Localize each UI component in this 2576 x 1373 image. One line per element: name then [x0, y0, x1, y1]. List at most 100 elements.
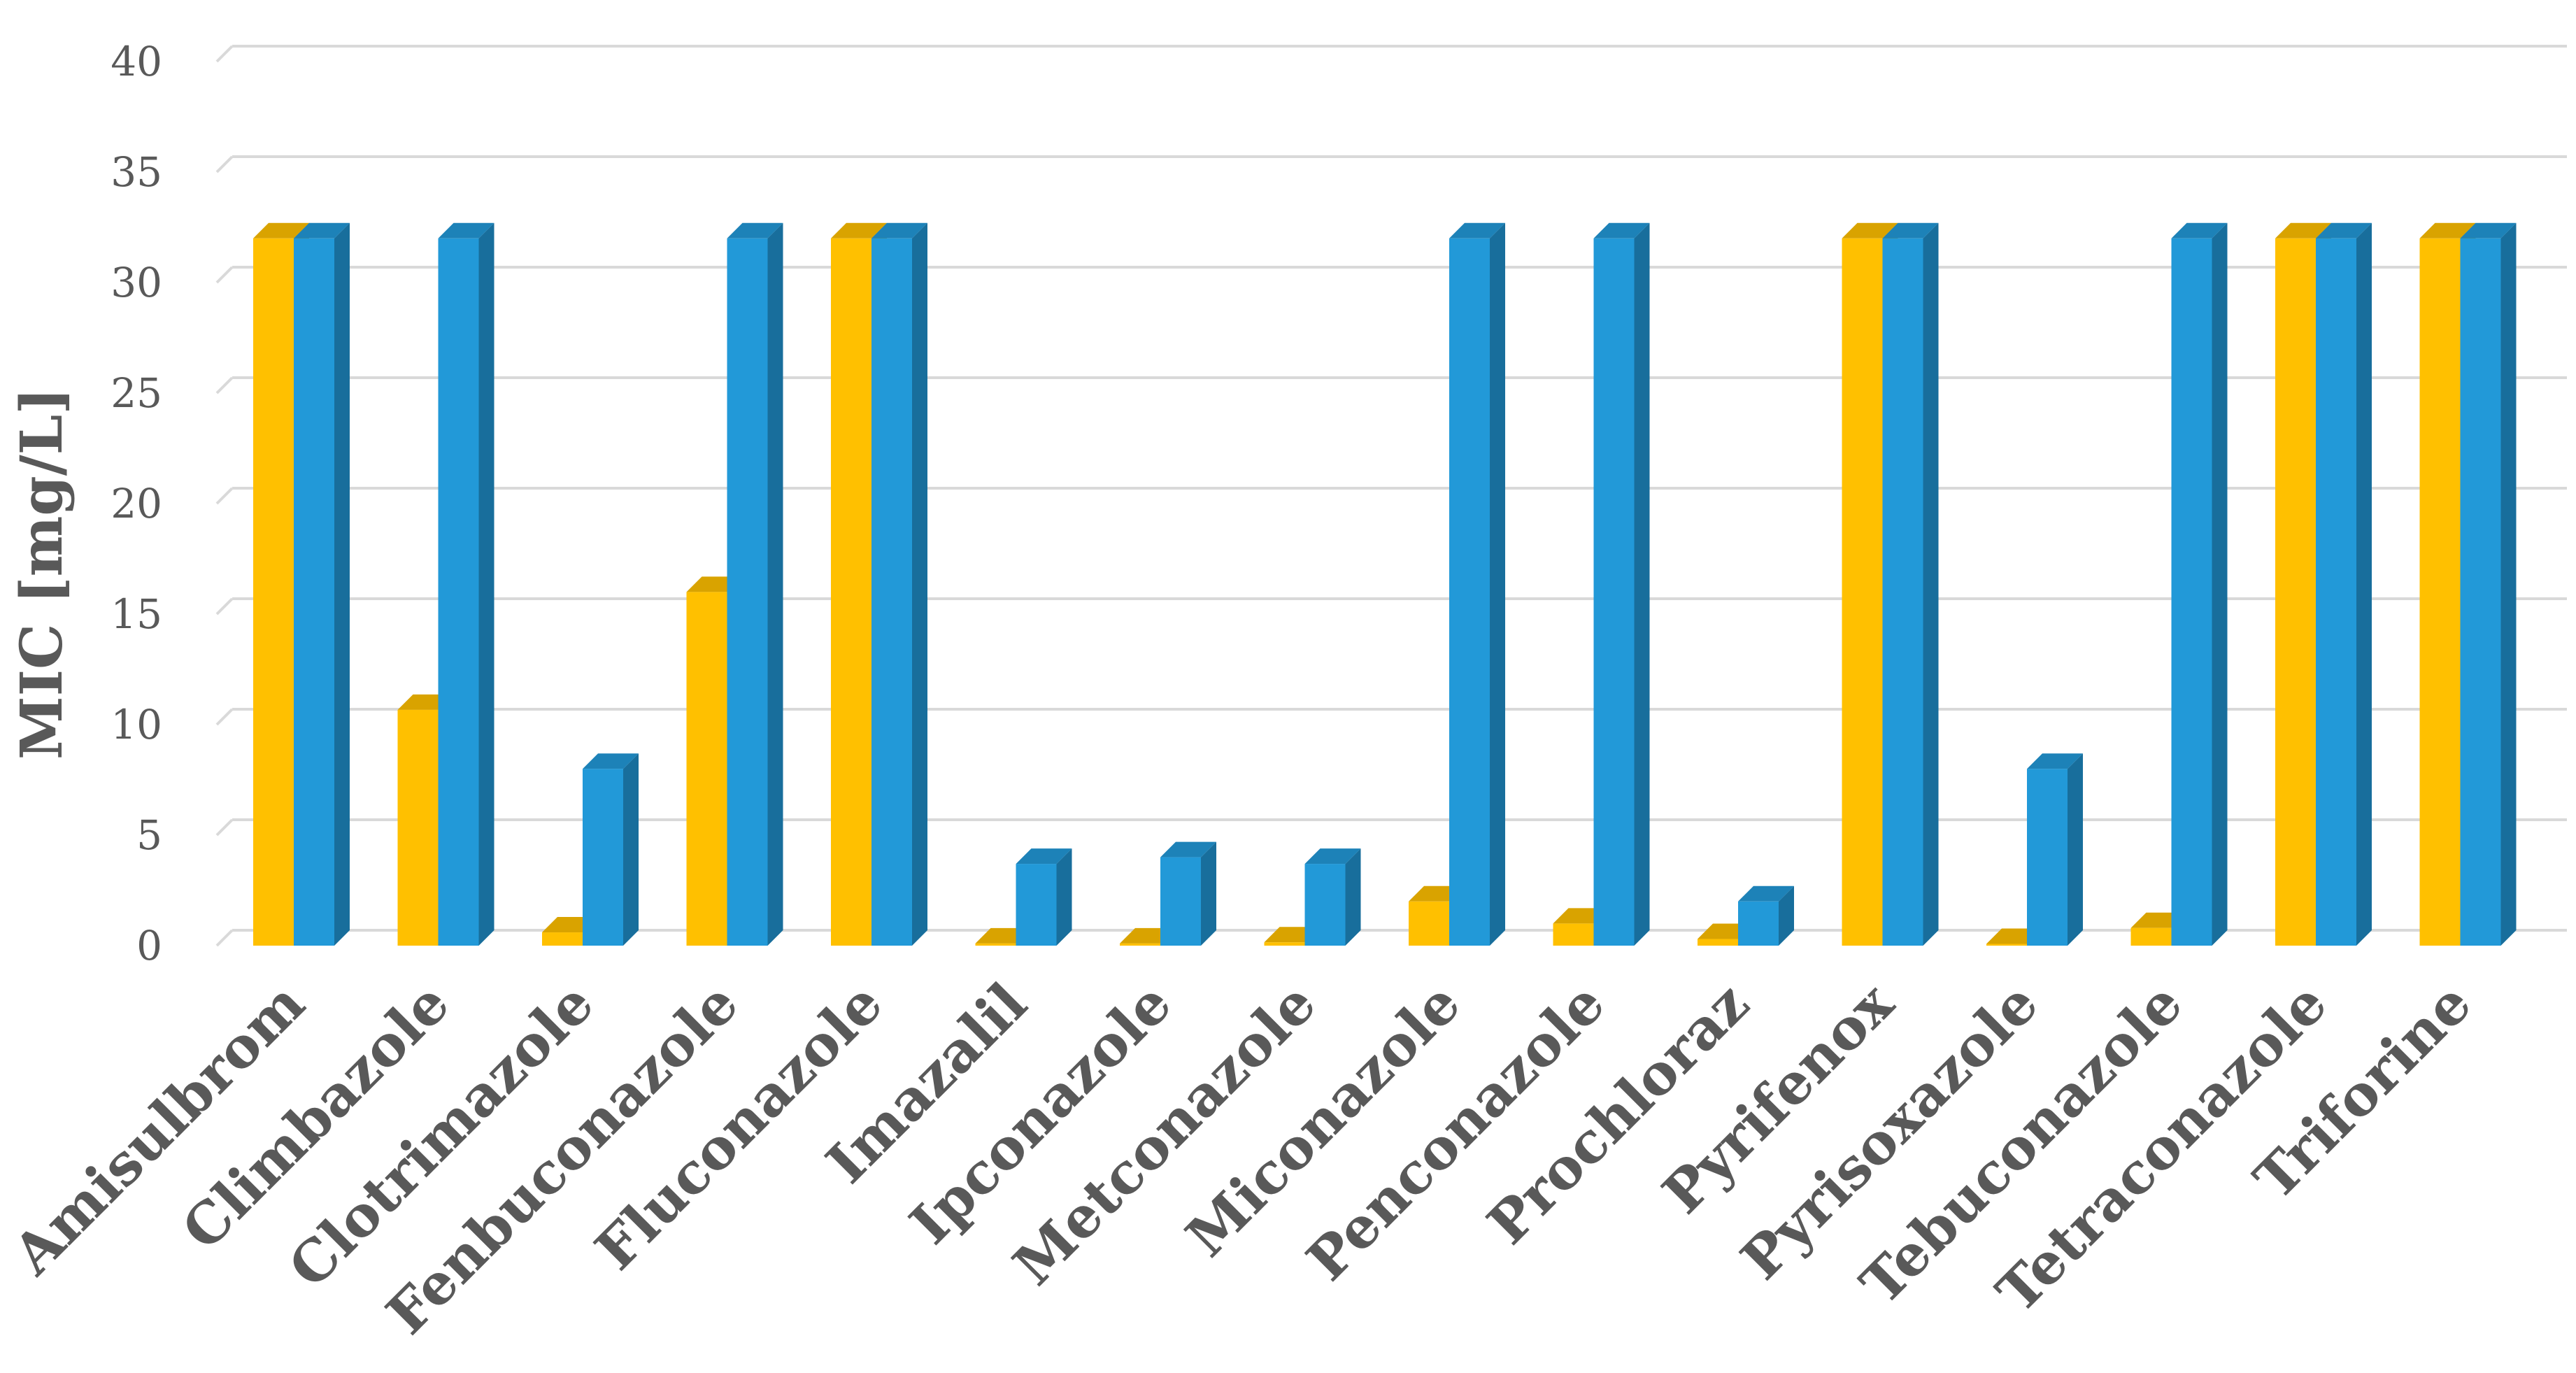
bar-front [1160, 857, 1201, 946]
bar-top [294, 222, 350, 239]
bar-front [253, 238, 294, 946]
y-tick-label: 20 [111, 480, 162, 527]
bar [2027, 753, 2083, 946]
bar-top [253, 222, 309, 239]
bar-front [1120, 943, 1160, 946]
bar [1016, 848, 1072, 946]
y-tick-label: 10 [111, 701, 162, 748]
bar-side [1056, 848, 1072, 946]
bar-front [1304, 864, 1346, 946]
bar-top [871, 222, 927, 239]
bar-top [583, 753, 639, 769]
bar-front [1738, 901, 1779, 946]
y-tick-label: 15 [111, 590, 162, 638]
bar-top [831, 222, 887, 239]
gridline-depth [215, 818, 234, 837]
bar-top [2316, 222, 2372, 239]
bar-front [1842, 238, 1883, 946]
y-tick-label: 5 [136, 811, 162, 859]
bar-front [1882, 238, 1923, 946]
bar-top [1016, 848, 1072, 865]
y-tick-label: 25 [111, 369, 162, 417]
bar-top [2275, 222, 2331, 239]
bar-front [438, 238, 479, 946]
gridline-depth [215, 708, 234, 726]
bar-top [2027, 753, 2083, 769]
bar [1882, 222, 1939, 946]
bar [294, 222, 350, 946]
bar-side [1490, 222, 1505, 946]
gridline-depth [215, 487, 234, 505]
bar-side [2068, 753, 2083, 946]
y-tick-layer: 0 5 10 15 20 25 30 35 40 [111, 38, 162, 969]
bar [1304, 848, 1361, 946]
bar-front [1698, 939, 1738, 946]
bar-side [2212, 222, 2228, 946]
bar-side [767, 222, 783, 946]
gridline-depth [215, 597, 234, 616]
bar-front [686, 592, 727, 946]
bar-side [2500, 222, 2517, 946]
bar-top [438, 222, 494, 239]
gridline-depth [215, 155, 234, 173]
bar-front [1449, 238, 1490, 946]
bar-top [727, 222, 783, 239]
bar-front [1409, 901, 1449, 946]
bar [1738, 885, 1794, 946]
bar-top [1304, 848, 1361, 865]
bar-front [2460, 238, 2501, 946]
bar-side [623, 753, 639, 946]
bar-top [2171, 222, 2228, 239]
bar-top [1160, 841, 1216, 858]
y-tick-label: 40 [111, 38, 162, 85]
bar-side [1634, 222, 1650, 946]
gridline-depth [215, 376, 234, 394]
bar-side [478, 222, 494, 946]
bar [1593, 222, 1650, 946]
bar-side [912, 222, 927, 946]
bar-side [1923, 222, 1939, 946]
y-tick-label: 35 [111, 148, 162, 196]
bar-front [975, 943, 1016, 946]
bar-front [727, 238, 768, 946]
bar [871, 222, 927, 946]
bar-front [871, 238, 912, 946]
y-tick-label: 30 [111, 259, 162, 306]
bar-top [1593, 222, 1650, 239]
bar-top [2419, 222, 2476, 239]
gridline-depth [215, 929, 234, 947]
bar-front [2130, 927, 2172, 946]
bar-side [1779, 885, 1794, 946]
bar-front [294, 238, 334, 946]
bar [727, 222, 783, 946]
y-tick-label: 0 [136, 922, 162, 969]
bar-front [583, 769, 623, 946]
bar [438, 222, 494, 946]
bar-side [334, 222, 350, 946]
bar-front [831, 238, 871, 946]
bar [2460, 222, 2517, 946]
bar-side [1345, 848, 1361, 946]
bar-side [1201, 841, 1216, 946]
category-label-layer: AmisulbromClimbazoleClotrimazoleFenbucon… [0, 969, 2484, 1347]
gridline-depth [215, 45, 234, 63]
bar [2171, 222, 2228, 946]
bar-top [1738, 885, 1794, 902]
bar-front [2027, 769, 2068, 946]
y-axis-label: MIC [mg/L] [8, 387, 76, 760]
bar-front [2171, 238, 2212, 946]
bar-front [2316, 238, 2356, 946]
bar-front [1593, 238, 1635, 946]
bar-front [397, 709, 439, 946]
bar-front [2419, 238, 2461, 946]
bar [2316, 222, 2372, 946]
bar [583, 753, 639, 946]
gridline-depth [215, 266, 234, 284]
bar-front [1986, 944, 2027, 946]
bar-top [1882, 222, 1939, 239]
bar-top [1449, 222, 1505, 239]
bar-top [1842, 222, 1898, 239]
bar-front [1264, 942, 1305, 946]
bar-layer [253, 222, 2517, 946]
